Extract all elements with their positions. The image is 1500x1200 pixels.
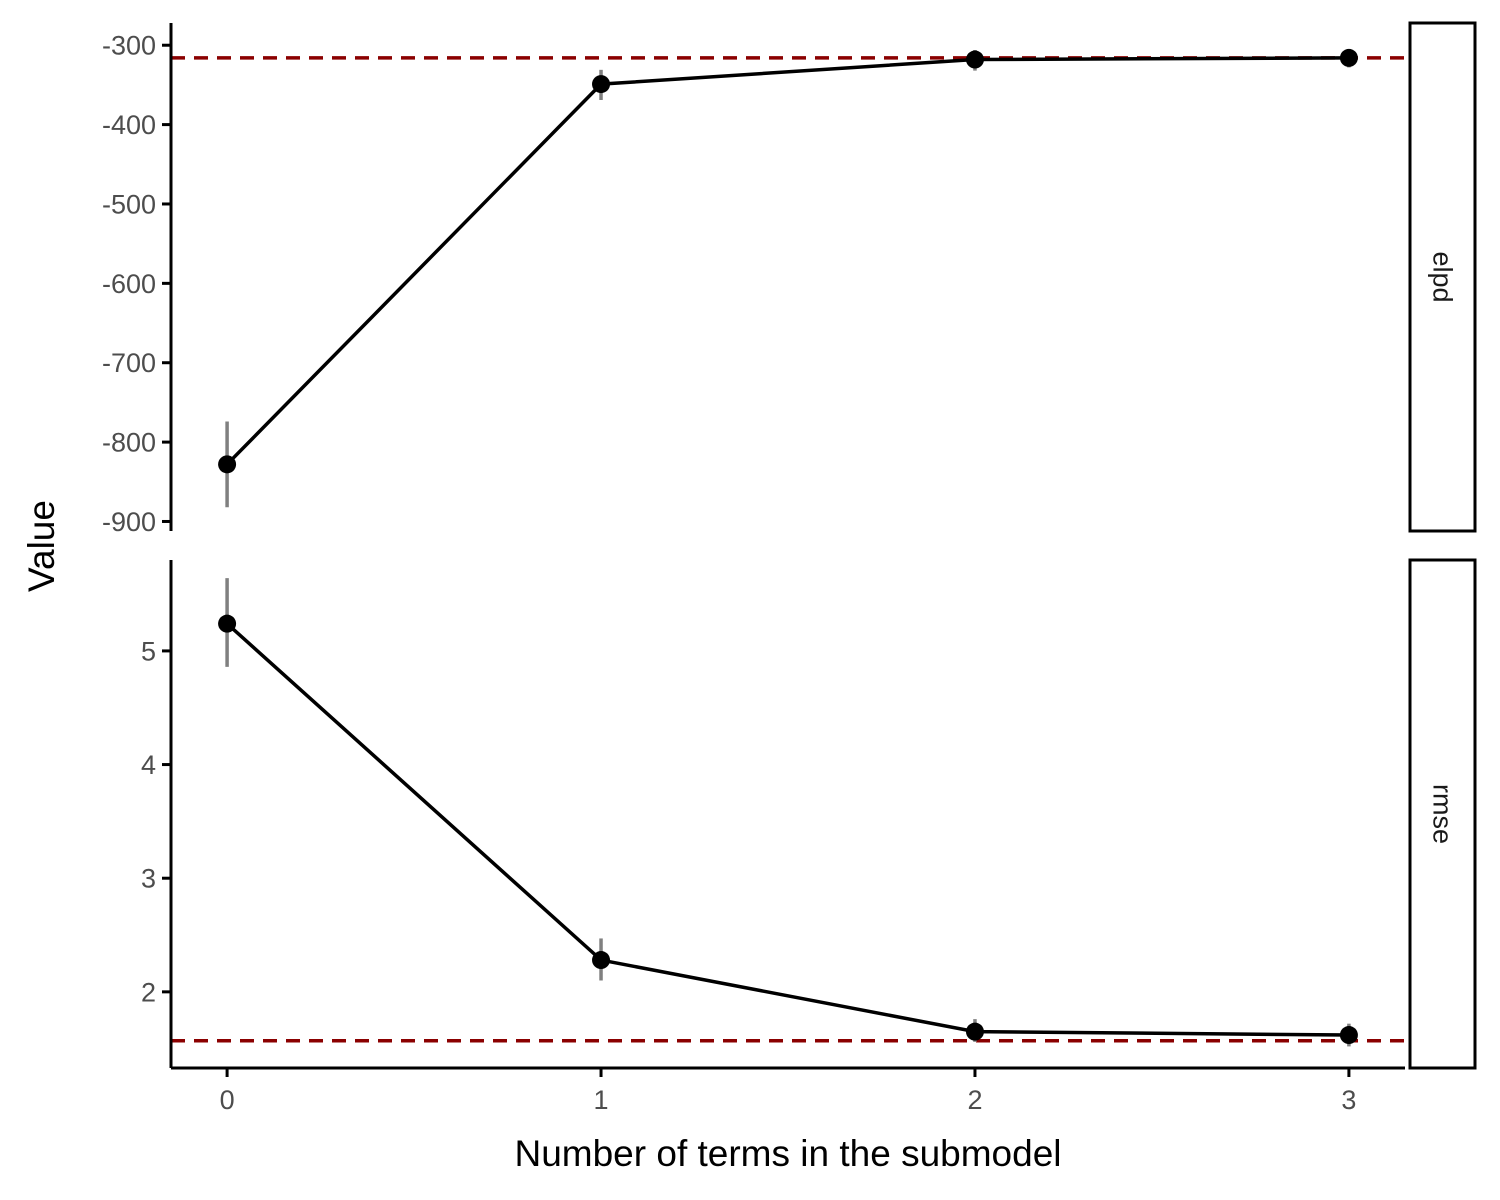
- y-tick-label-elpd-0: -900: [102, 507, 156, 537]
- y-tick-label-elpd-5: -400: [102, 110, 156, 140]
- y-tick-label-rmse-3: 5: [141, 636, 156, 666]
- data-point-rmse-2: [965, 1022, 984, 1041]
- strip-label-rmse: rmse: [1428, 784, 1458, 844]
- panels-layer: -900 -800 -700 -600 -500 -400 -300 elpd 2 3 4 5 rmse: [102, 21, 1477, 1070]
- data-point-rmse-0: [218, 614, 237, 633]
- x-axis-title: Number of terms in the submodel: [514, 1133, 1061, 1174]
- y-axis-title: Value: [21, 500, 62, 592]
- data-point-rmse-1: [592, 951, 611, 970]
- strip-label-elpd: elpd: [1428, 251, 1458, 302]
- x-axis: 0 1 2 3: [171, 1066, 1405, 1115]
- y-tick-label-rmse-2: 4: [141, 750, 156, 780]
- data-point-elpd-1: [592, 75, 611, 94]
- series-line-elpd: [225, 56, 1349, 466]
- strip-box-elpd: [1408, 21, 1477, 533]
- panel-elpd: -900 -800 -700 -600 -500 -400 -300 elpd: [102, 21, 1477, 537]
- data-point-elpd-2: [965, 50, 984, 69]
- y-tick-label-elpd-3: -600: [102, 269, 156, 299]
- y-tick-label-rmse-0: 2: [141, 977, 156, 1007]
- y-tick-label-elpd-6: -300: [102, 31, 156, 61]
- x-tick-label-1: 1: [594, 1085, 609, 1115]
- panel-rmse: 2 3 4 5 rmse: [141, 558, 1477, 1070]
- x-tick-label-0: 0: [220, 1085, 235, 1115]
- series-line-rmse: [225, 622, 1349, 1037]
- strip-box-rmse: [1408, 558, 1477, 1070]
- y-tick-label-elpd-4: -500: [102, 189, 156, 219]
- data-point-elpd-0: [218, 455, 237, 474]
- x-tick-label-3: 3: [1341, 1085, 1356, 1115]
- data-point-elpd-3: [1339, 48, 1358, 67]
- x-tick-label-2: 2: [967, 1085, 982, 1115]
- y-tick-label-elpd-1: -800: [102, 428, 156, 458]
- y-tick-label-rmse-1: 3: [141, 864, 156, 894]
- data-point-rmse-3: [1339, 1026, 1358, 1045]
- y-tick-label-elpd-2: -700: [102, 348, 156, 378]
